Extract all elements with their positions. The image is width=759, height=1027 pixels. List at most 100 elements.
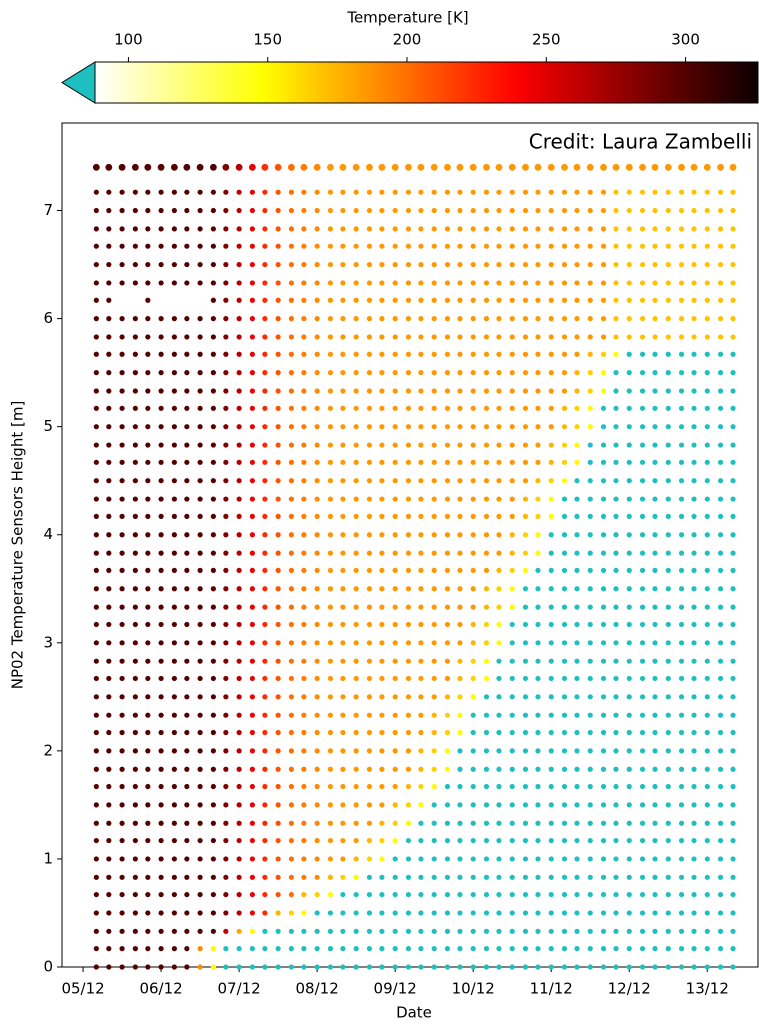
sensor-point	[626, 694, 632, 700]
sensor-point	[652, 964, 658, 970]
sensor-point	[457, 316, 463, 322]
sensor-point	[171, 874, 177, 880]
sensor-point	[678, 405, 685, 411]
sensor-point	[171, 207, 177, 214]
sensor-point	[444, 478, 451, 484]
sensor-point	[392, 874, 398, 880]
sensor-point	[639, 802, 646, 808]
sensor-point	[340, 532, 346, 538]
sensor-point	[327, 837, 334, 844]
sensor-point	[340, 261, 346, 268]
sensor-point	[145, 729, 151, 736]
sensor-point	[457, 783, 463, 790]
sensor-point	[119, 802, 125, 808]
sensor-point	[626, 550, 632, 556]
sensor-point	[210, 964, 216, 970]
sensor-point	[171, 424, 177, 430]
sensor-point	[93, 964, 99, 970]
sensor-point	[652, 766, 658, 772]
sensor-point	[483, 370, 490, 376]
sensor-point	[587, 532, 593, 538]
sensor-point	[522, 424, 529, 430]
sensor-point	[418, 280, 424, 286]
sensor-point	[613, 658, 619, 664]
sensor-point	[210, 891, 216, 898]
sensor-point	[197, 280, 203, 286]
sensor-point	[639, 532, 646, 538]
sensor-point	[665, 910, 671, 916]
sensor-point	[236, 478, 242, 484]
sensor-point	[340, 334, 346, 340]
sensor-point	[340, 189, 346, 195]
sensor-point	[275, 729, 281, 736]
sensor-point	[106, 442, 112, 448]
sensor-point	[587, 910, 593, 916]
sensor-point	[509, 297, 515, 303]
sensor-point	[496, 783, 502, 790]
sensor-point	[171, 370, 177, 376]
sensor-point	[236, 675, 242, 682]
sensor-point	[652, 567, 658, 573]
sensor-point	[665, 946, 671, 952]
sensor-point	[730, 496, 736, 502]
sensor-point	[353, 928, 359, 934]
sensor-point	[509, 567, 515, 573]
sensor-point	[691, 766, 697, 772]
sensor-point	[132, 226, 138, 232]
sensor-point	[561, 442, 568, 448]
sensor-point	[93, 316, 99, 322]
sensor-point	[236, 712, 242, 718]
sensor-point	[704, 424, 710, 430]
sensor-point	[704, 891, 710, 898]
sensor-point	[457, 424, 463, 430]
sensor-point	[561, 370, 568, 376]
sensor-point	[366, 496, 373, 502]
sensor-point	[587, 694, 593, 700]
sensor-point	[236, 351, 242, 357]
sensor-point	[132, 370, 138, 376]
sensor-point	[418, 964, 424, 970]
sensor-point	[457, 964, 463, 970]
sensor-point	[587, 334, 593, 340]
sensor-point	[327, 658, 334, 664]
sensor-point	[392, 675, 398, 682]
sensor-point	[600, 621, 607, 628]
sensor-point	[353, 280, 359, 286]
sensor-point	[210, 388, 216, 394]
sensor-point	[197, 513, 203, 519]
sensor-point	[717, 226, 724, 232]
sensor-point	[496, 640, 502, 646]
sensor-point	[665, 604, 671, 610]
sensor-point	[717, 405, 724, 411]
sensor-point	[314, 297, 320, 303]
sensor-point	[379, 496, 385, 502]
sensor-point	[574, 442, 580, 448]
sensor-point	[548, 388, 554, 394]
sensor-point	[145, 748, 151, 754]
sensor-point	[457, 837, 463, 844]
sensor-point	[547, 163, 555, 171]
sensor-point	[717, 837, 724, 844]
sensor-point	[613, 640, 619, 646]
sensor-point	[431, 910, 437, 916]
sensor-point	[496, 297, 502, 303]
sensor-point	[587, 586, 593, 592]
sensor-point	[262, 783, 268, 790]
sensor-point	[262, 496, 268, 502]
sensor-point	[600, 334, 607, 340]
sensor-point	[314, 280, 320, 286]
x-tick-label: 10/12	[452, 980, 495, 998]
sensor-point	[223, 424, 229, 430]
sensor-point	[652, 243, 658, 249]
sensor-point	[93, 946, 99, 952]
y-tick-label: 5	[43, 417, 53, 435]
sensor-point	[457, 910, 463, 916]
sensor-point	[496, 856, 502, 862]
sensor-point	[353, 658, 359, 664]
sensor-point	[197, 586, 203, 592]
sensor-point	[483, 459, 490, 465]
sensor-point	[639, 459, 646, 465]
sensor-point	[275, 820, 281, 826]
sensor-point	[522, 928, 529, 934]
sensor-point	[600, 405, 607, 411]
